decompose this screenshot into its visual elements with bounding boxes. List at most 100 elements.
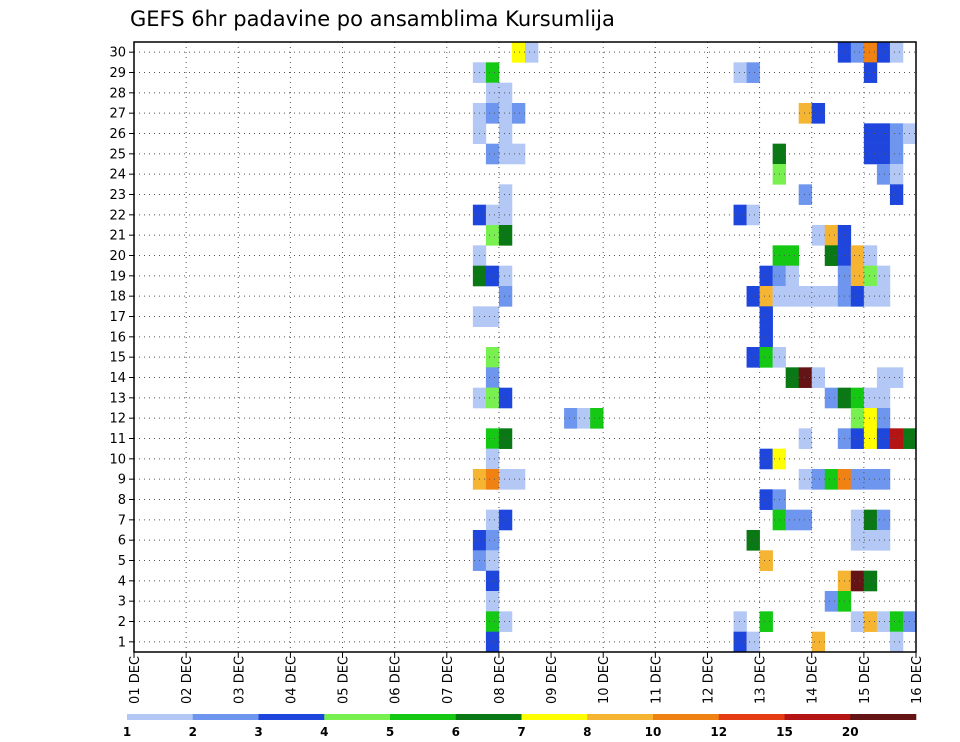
precip-cell [863,143,878,165]
x-tick-label: 08 DEC [493,656,508,704]
precip-cell [498,387,513,409]
precip-cell [798,428,813,449]
y-tick-label: 14 [109,371,126,386]
precip-cell [889,143,904,165]
y-tick-label: 4 [118,574,126,589]
precip-cell [876,286,891,307]
precip-cell [889,42,904,63]
precip-cell [733,631,747,653]
precip-cell [498,265,513,287]
colorbar-label: 2 [189,725,197,739]
x-tick-label: 07 DEC [441,656,456,704]
colorbar-label: 10 [645,725,662,739]
precip-cell [485,62,500,83]
precip-cell [485,570,500,592]
colorbar-swatch [587,714,654,720]
colorbar: 1 2 3 4 5 6 7 8 10 12 15 20 [123,714,917,739]
precip-cell [759,306,773,327]
precip-cell [824,591,839,612]
precip-cell [485,347,500,368]
precip-cell [876,530,891,551]
precip-cell [485,611,500,632]
precip-cell [863,265,878,287]
y-tick-label: 10 [109,452,126,467]
y-tick-label: 12 [109,412,126,427]
colorbar-label: 3 [254,725,262,739]
x-tick-label: 13 DEC [754,656,769,704]
colorbar-swatch [324,714,391,720]
precip-cell [824,286,839,307]
precip-cell [759,489,773,510]
y-tick-label: 7 [118,513,126,528]
y-tick-label: 16 [109,330,126,345]
precip-cell [850,265,865,287]
precip-cell [498,469,513,490]
precip-cell [498,123,513,144]
precip-cell [759,550,773,571]
x-tick-label: 16 DEC [910,656,925,704]
precip-cell [824,469,839,490]
precip-cell [850,428,865,449]
precip-cell [498,611,513,632]
precip-cell [511,42,526,63]
precip-cell [798,469,813,490]
x-tick-label: 06 DEC [389,656,404,704]
x-tick-label: 15 DEC [858,656,873,704]
x-tick-label: 04 DEC [284,656,299,704]
precip-cell [876,611,891,632]
y-tick-label: 19 [109,269,126,284]
y-tick-label: 27 [109,107,126,122]
precip-cell [733,611,747,632]
precip-cell [863,530,878,551]
precip-cell [759,448,773,470]
precip-cell [485,631,500,653]
precip-cell [733,204,747,226]
x-tick-label: 12 DEC [701,656,716,704]
colorbar-swatch [258,714,325,720]
colorbar-swatch [653,714,720,720]
precip-cell [498,184,513,205]
chart-title: GEFS 6hr padavine po ansamblima Kursumli… [130,7,615,31]
precip-cell [746,347,760,368]
precip-cell [863,408,878,429]
precip-cell [876,428,891,449]
precip-cell [785,367,799,388]
precip-cell [746,631,760,653]
precip-cell [485,103,500,124]
precip-cell [889,631,904,653]
x-tick-label: 11 DEC [649,656,664,704]
precip-cell [811,367,826,388]
precip-cell [511,469,526,490]
precip-cell [811,103,826,124]
precip-cell [498,428,513,449]
colorbar-label: 8 [583,725,591,739]
precip-cell [485,367,500,388]
plot-frame [133,41,917,653]
colorbar-swatch [521,714,588,720]
precip-cell [876,42,891,63]
precip-cell [863,428,878,449]
precip-cell [863,570,878,592]
y-tick-label: 11 [109,432,126,447]
precip-cell [863,286,878,307]
precip-cell [759,265,773,287]
x-axis: 01 DEC 02 DEC 03 DEC 04 DEC 05 DEC 06 DEC 07 D… [128,652,925,704]
precip-cell [850,469,865,490]
y-tick-label: 6 [118,534,126,549]
y-tick-label: 18 [109,290,126,305]
precip-cell [863,62,878,83]
precip-cell [850,387,865,409]
precip-cell [511,103,526,124]
precip-cell [498,509,513,531]
precip-cell [876,164,891,185]
precip-cell [485,550,500,571]
y-tick-label: 22 [109,208,126,223]
precip-cell [850,286,865,307]
precip-cell [876,509,891,531]
precip-cell [785,286,799,307]
colorbar-swatch [192,714,259,720]
precip-cell [485,509,500,531]
precip-cell [798,509,813,531]
precip-cell [889,611,904,632]
